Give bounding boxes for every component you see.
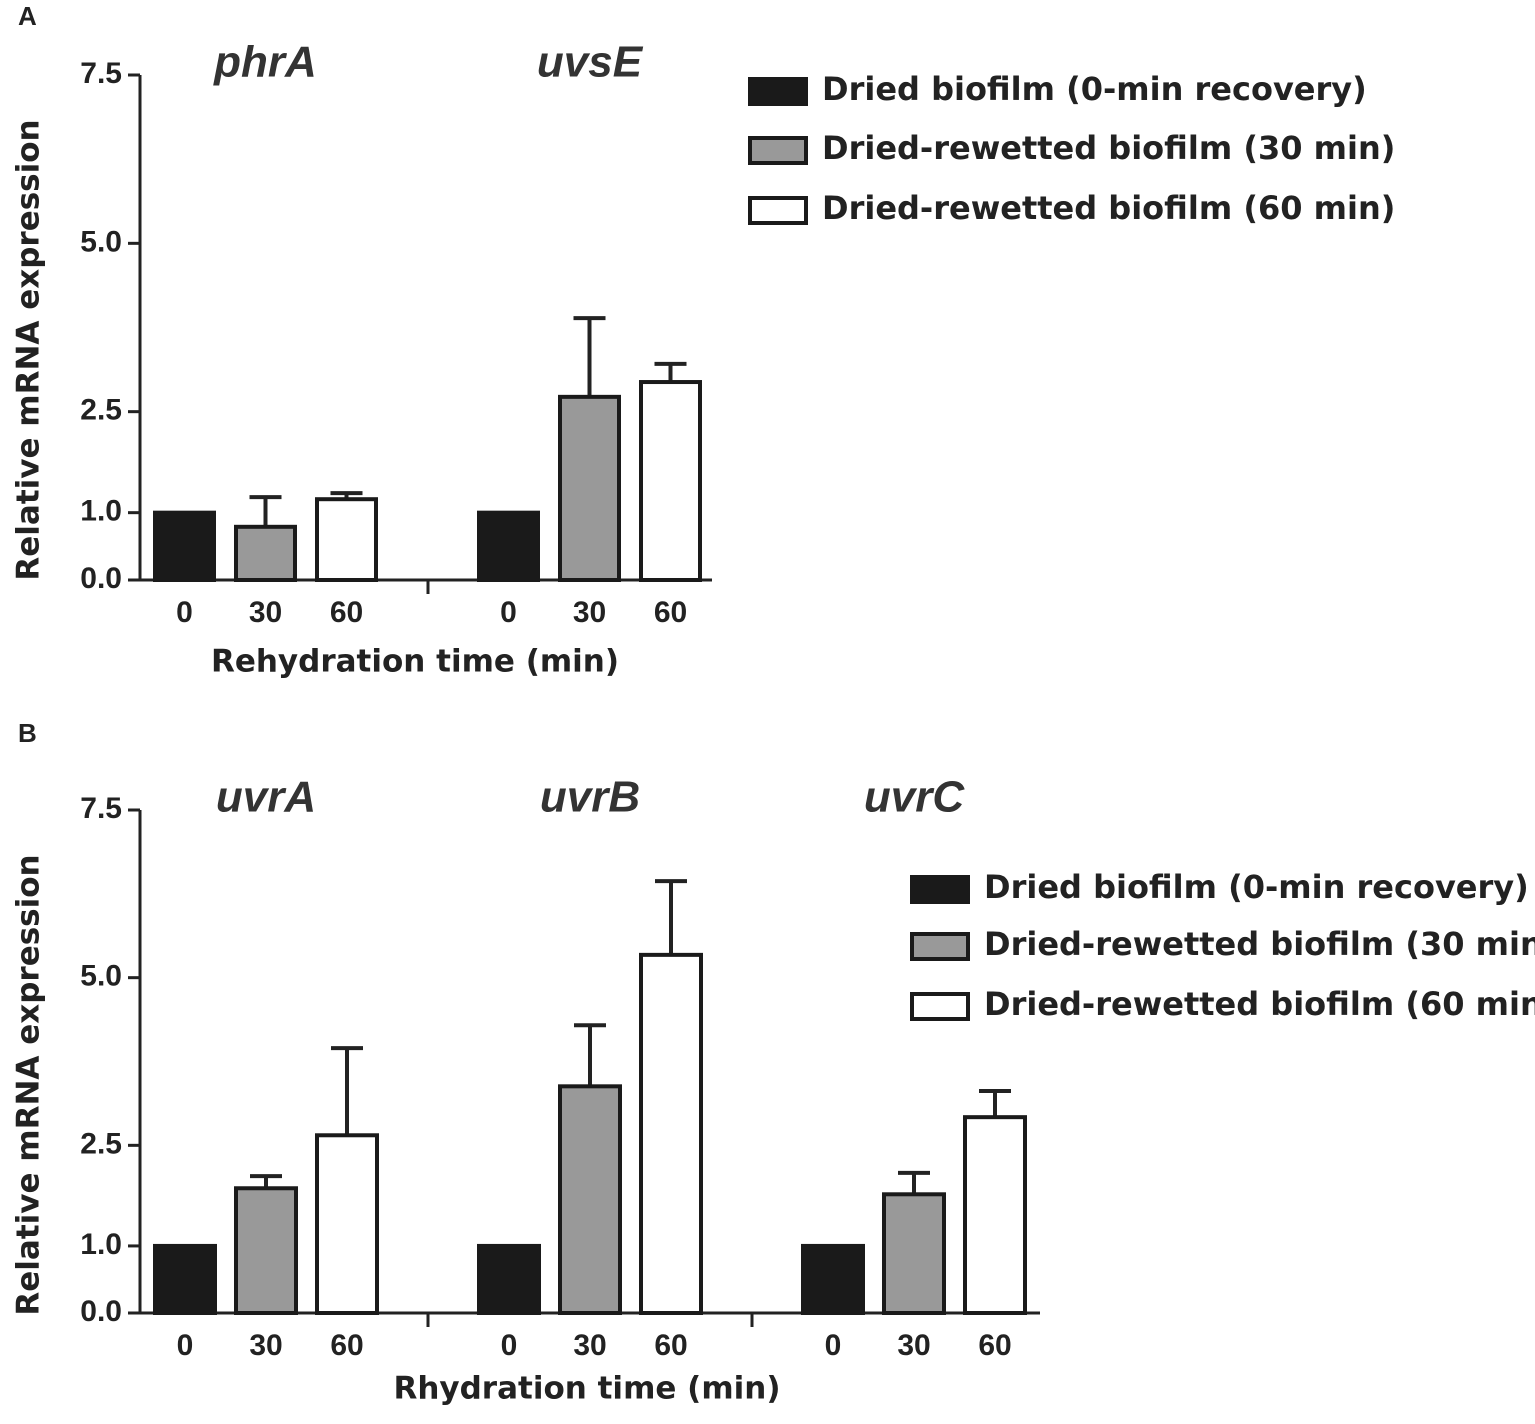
y-tick-label: 1.0 [80,495,122,528]
bar [315,1133,379,1315]
gene-label: uvsE [537,38,644,87]
legend-label: Dried-rewetted biofilm (60 min) [984,985,1535,1023]
y-tick-label: 5.0 [80,225,122,258]
bar [639,952,703,1315]
legend-swatch [748,196,808,225]
bar [153,1243,217,1316]
panel-label: B [18,718,37,748]
y-tick-label: 2.5 [80,394,122,427]
y-tick-label: 0.0 [80,1295,122,1328]
y-tick-label: 0.0 [80,562,122,595]
x-tick-label: 30 [573,596,606,629]
x-tick-label: 60 [330,596,363,629]
y-tick-label: 1.0 [80,1228,122,1261]
bar [801,1243,865,1316]
x-tick-label: 0 [501,1329,518,1362]
y-axis-label: Relative mRNA expression [11,119,47,580]
legend-swatch [748,136,808,165]
legend-swatch [910,932,970,961]
gene-label: uvrA [216,773,316,822]
x-axis-label: Rhydration time (min) [393,1371,780,1407]
legend-label: Dried biofilm (0-min recovery) [984,868,1529,906]
x-tick-label: 0 [176,596,193,629]
y-tick-label: 7.5 [80,57,122,90]
x-tick-label: 60 [654,596,687,629]
x-tick-label: 60 [330,1329,363,1362]
legend-swatch [910,992,970,1021]
gene-label: uvrB [540,773,640,822]
legend-label: Dried-rewetted biofilm (30 min) [822,129,1395,167]
x-tick-label: 30 [249,1329,282,1362]
x-tick-label: 30 [897,1329,930,1362]
bar [477,510,540,583]
x-tick-label: 0 [177,1329,194,1362]
x-tick-label: 30 [249,596,282,629]
x-tick-label: 30 [573,1329,606,1362]
bar [558,1084,622,1316]
legend-label: Dried-rewetted biofilm (30 min) [984,925,1535,963]
legend-label: Dried-rewetted biofilm (60 min) [822,189,1395,227]
panel-label: A [18,1,37,31]
x-axis-label: Rehydration time (min) [211,644,619,680]
bar [315,497,378,583]
bar [558,394,621,582]
x-tick-label: 60 [978,1329,1011,1362]
bar [477,1243,541,1316]
legend-label: Dried biofilm (0-min recovery) [822,70,1367,108]
y-tick-label: 7.5 [80,792,122,825]
legend-swatch [748,77,808,106]
y-axis-label: Relative mRNA expression [11,854,47,1315]
gene-label: uvrC [864,773,965,822]
bar [639,380,702,583]
x-tick-label: 0 [825,1329,842,1362]
bar [234,1186,298,1315]
gene-label: phrA [213,38,317,87]
y-tick-label: 5.0 [80,960,122,993]
x-tick-label: 0 [500,596,517,629]
bar [963,1115,1027,1315]
legend-swatch [910,875,970,904]
x-tick-label: 60 [654,1329,687,1362]
bar [153,510,216,583]
y-tick-label: 2.5 [80,1127,122,1160]
bar [882,1192,946,1315]
bar [234,524,297,582]
